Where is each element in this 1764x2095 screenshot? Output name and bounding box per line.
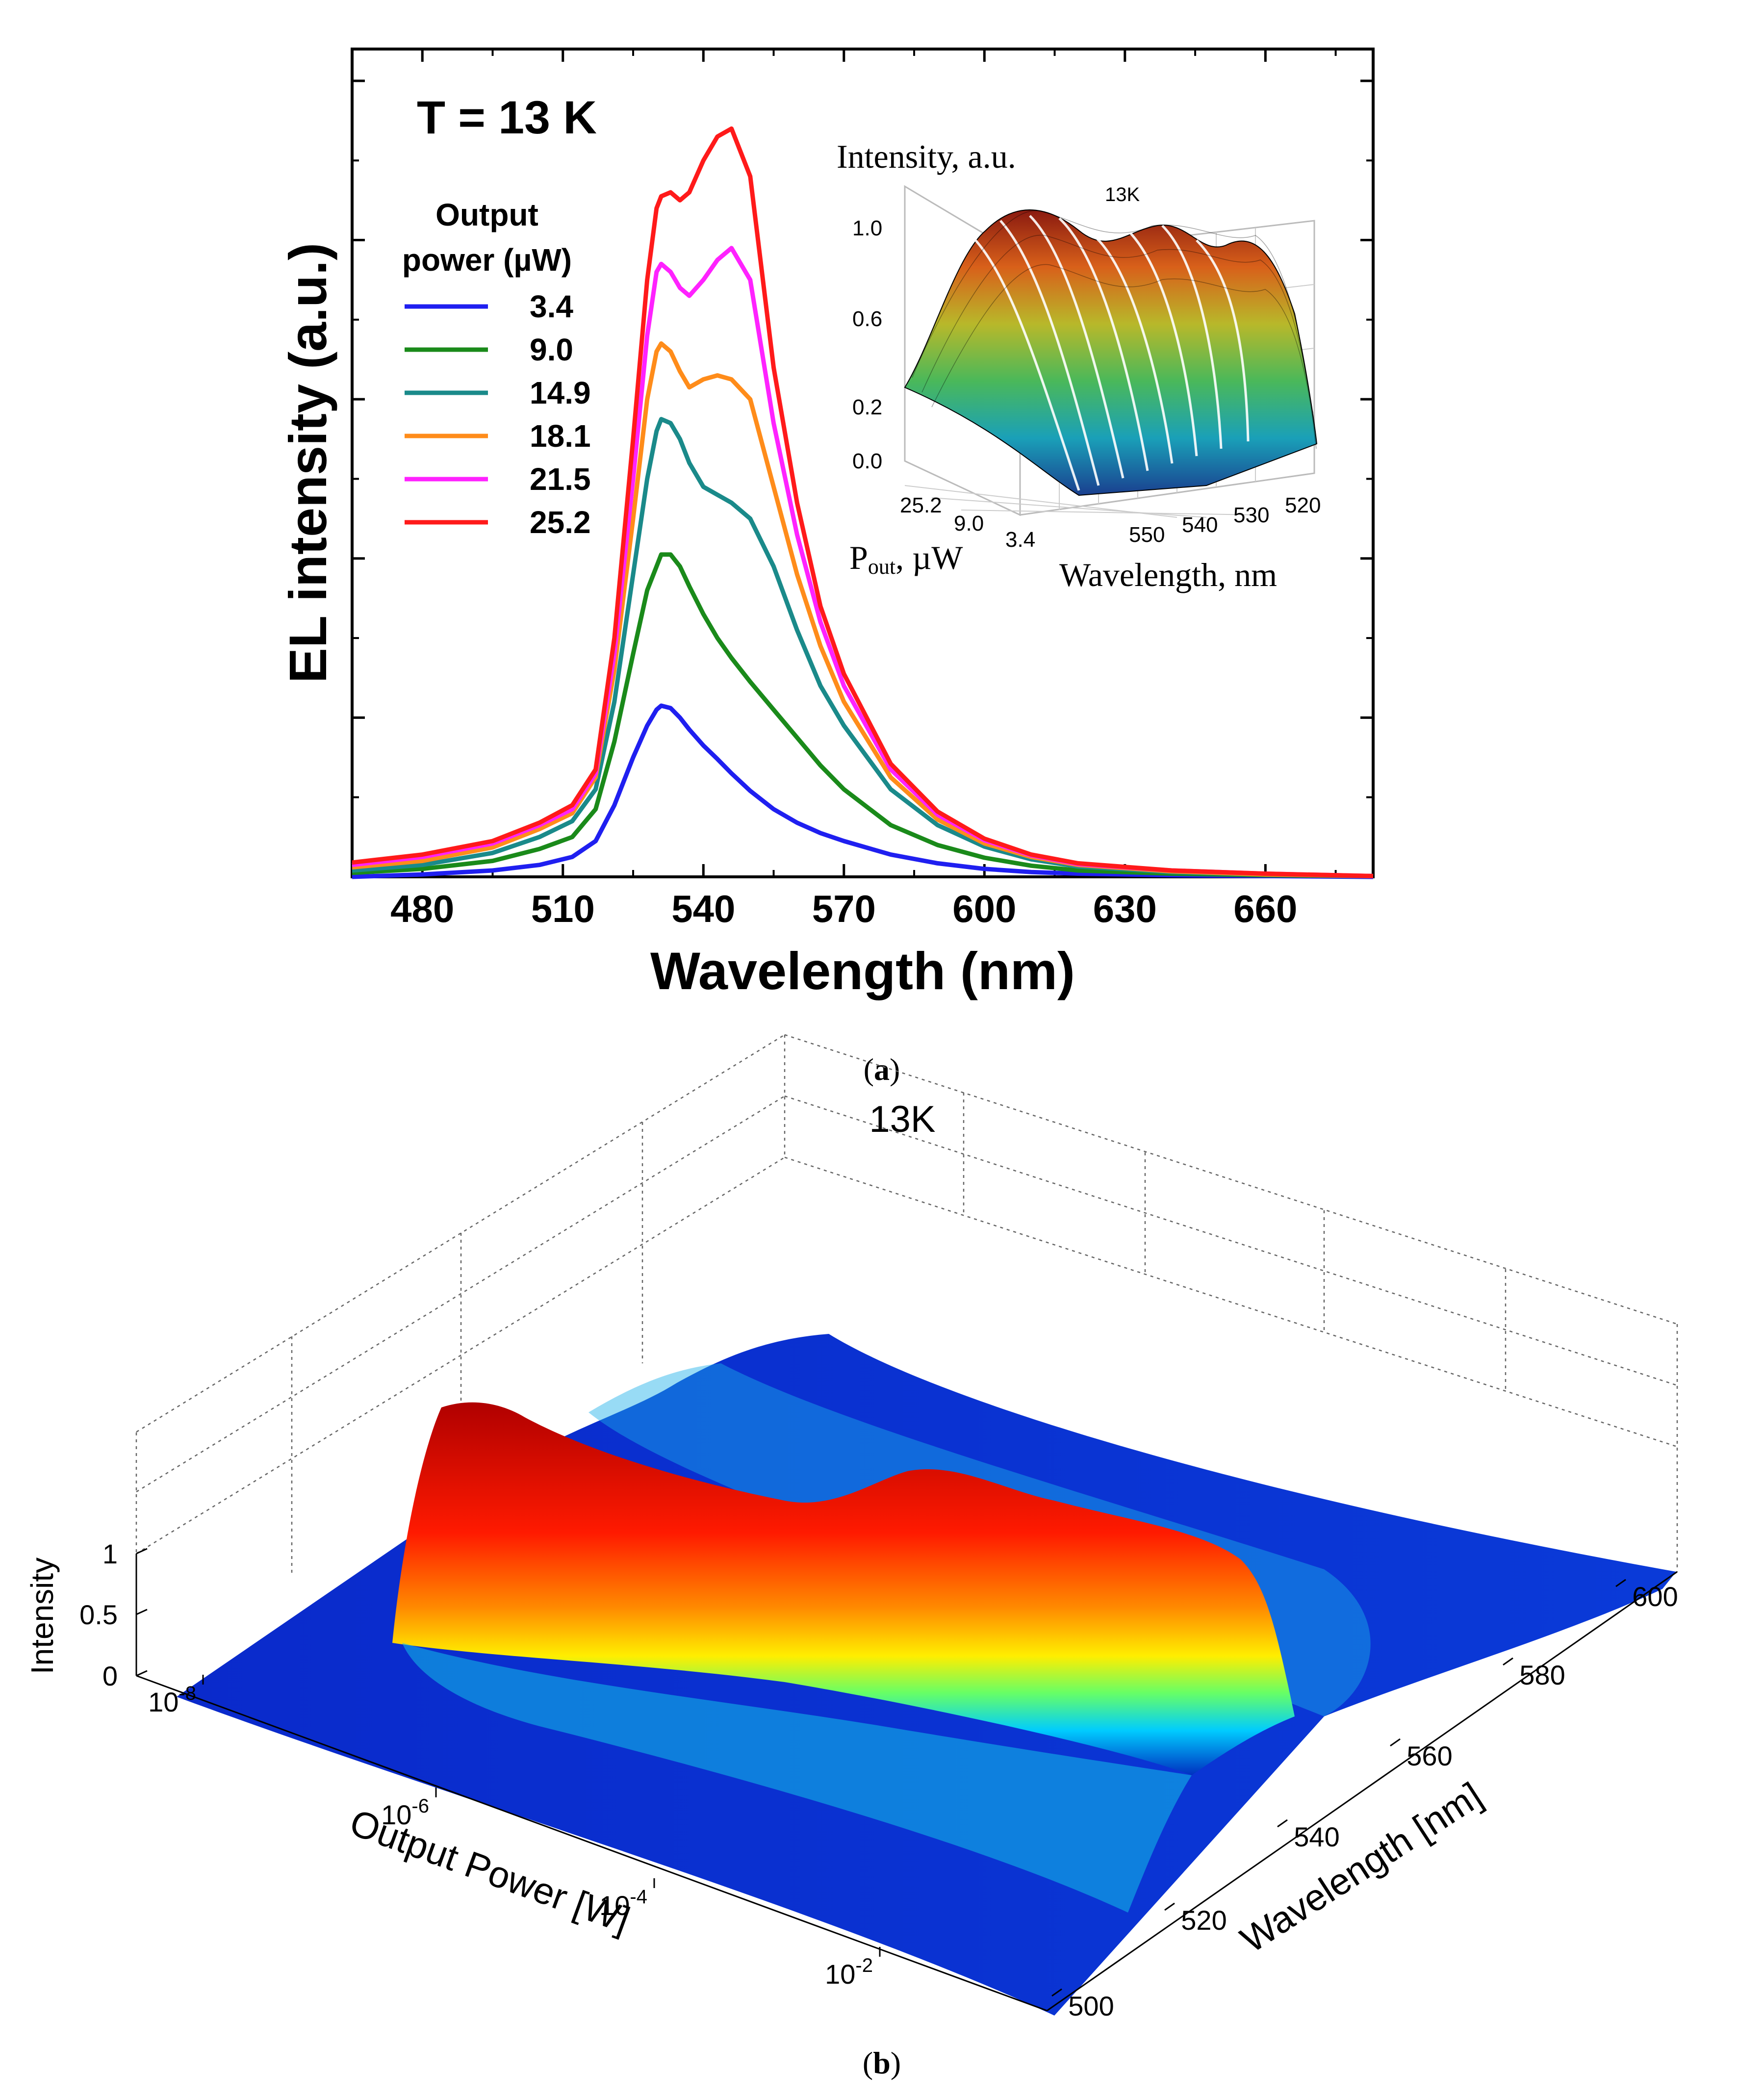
legend-title-line-2: power (µW) [402, 242, 572, 278]
panel-b-axes [135, 1554, 1678, 2012]
series-line-25.2 [352, 126, 1374, 878]
panel-b-z-ticks: 00.51 [79, 1538, 148, 1691]
panel-a-plot-frame [351, 48, 1375, 878]
z-tick-label: 1 [102, 1538, 118, 1569]
panel-a-series [352, 126, 1374, 879]
panel-b-lower-fringe [402, 1643, 1192, 1913]
inset-power-axis-unit: , µW [895, 539, 963, 576]
series-line-9.0 [352, 552, 1374, 878]
z-tick-label: 0.5 [79, 1599, 118, 1630]
inset-z-tick: 1.0 [852, 216, 882, 240]
panel-a-y-ticks [352, 79, 1373, 798]
panel-a-x-ticks: 480 510 540 570 600 630 660 [351, 49, 1337, 930]
panel-a-caption: (a) [864, 1052, 900, 1087]
legend-label-9.0: 9.0 [530, 332, 573, 367]
wavelength-tick-mark [1277, 1819, 1288, 1828]
panel-b-chart: 13K [25, 1034, 1678, 2021]
inset-power-axis-sub: out [868, 555, 895, 579]
legend-label-21.5: 21.5 [530, 461, 591, 497]
panel-a-y-axis-label: EL intensity (a.u.) [278, 243, 337, 683]
inset-wavelength-axis-label: Wavelength, nm [1059, 556, 1277, 593]
panel-b-wavelength-ticks: 500 520 540 560 580 600 [1051, 1579, 1678, 2021]
wavelength-tick-label: 500 [1068, 1991, 1114, 2021]
power-tick-label: 10-4 [599, 1886, 647, 1921]
wavelength-tick-label: 540 [1294, 1821, 1339, 1852]
wavelength-tick-mark [1390, 1738, 1401, 1747]
series-line-14.9 [352, 417, 1374, 878]
legend-label-14.9: 14.9 [530, 375, 591, 410]
inset-wavelength-tick: 540 [1182, 513, 1218, 537]
power-tick-label: 10-6 [381, 1795, 429, 1830]
wavelength-tick-mark [1615, 1579, 1626, 1587]
z-tick-mark [136, 1670, 148, 1677]
inset-power-tick: 25.2 [900, 493, 942, 517]
inset-power-axis-label: Pout, µW [849, 539, 963, 579]
panel-a-inset-surface: Intensity, a.u. 13K 1.0 0.6 0.2 0.0 25.2… [837, 138, 1321, 593]
panel-b-power-ticks: 10-8 10-6 10-4 10-2 [148, 1675, 881, 1990]
inset-z-tick: 0.2 [852, 395, 882, 419]
panel-b-caption: (b) [863, 2045, 901, 2080]
x-tick-label: 630 [1093, 887, 1157, 930]
inset-power-tick: 3.4 [1005, 528, 1035, 552]
panel-a-chart: 480 510 540 570 600 630 660 T = 13 K Output po… [278, 48, 1375, 1000]
wavelength-tick-label: 600 [1632, 1581, 1678, 1612]
x-tick-label: 660 [1233, 887, 1297, 930]
wavelength-tick-label: 520 [1181, 1905, 1227, 1936]
power-tick-label: 10-8 [148, 1683, 196, 1717]
legend-title-line-1: Output [435, 197, 538, 232]
inset-surface-lines [970, 215, 1250, 491]
panel-a-legend: 3.4 9.0 14.9 18.1 21.5 25.2 [405, 289, 591, 540]
legend-label-3.4: 3.4 [530, 289, 573, 324]
panel-a-x-axis-label: Wavelength (nm) [650, 941, 1075, 1000]
z-tick-label: 0 [102, 1661, 118, 1691]
inset-title: 13K [1105, 184, 1140, 205]
wavelength-tick-mark [1164, 1902, 1175, 1911]
legend-label-18.1: 18.1 [530, 418, 591, 454]
inset-z-axis-label: Intensity, a.u. [837, 138, 1016, 175]
inset-wavelength-tick: 520 [1285, 493, 1321, 517]
panel-b-title: 13K [869, 1099, 935, 1140]
z-tick-mark [136, 1609, 148, 1615]
inset-z-ticks: 1.0 0.6 0.2 0.0 [852, 216, 882, 473]
wavelength-tick-mark [1051, 1988, 1062, 1997]
x-tick-label: 510 [531, 887, 595, 930]
legend-label-25.2: 25.2 [530, 505, 591, 540]
z-tick-mark [136, 1548, 148, 1555]
panel-b-y-axis-label: Wavelength [nm] [1233, 1774, 1489, 1961]
wavelength-tick-mark [1503, 1657, 1513, 1666]
temperature-annotation: T = 13 K [417, 92, 597, 144]
x-tick-label: 570 [812, 887, 876, 930]
panel-b-z-axis-label: Intensity [25, 1558, 60, 1674]
inset-power-tick: 9.0 [954, 511, 984, 536]
wavelength-tick-label: 580 [1519, 1660, 1565, 1690]
x-tick-label: 480 [390, 887, 454, 930]
inset-z-tick: 0.6 [852, 307, 882, 331]
inset-wavelength-tick: 550 [1129, 523, 1165, 547]
inset-power-axis-main: P [849, 539, 868, 576]
x-tick-label: 540 [671, 887, 735, 930]
inset-wavelength-ticks: 550 540 530 520 [1129, 493, 1321, 547]
inset-power-ticks: 25.2 9.0 3.4 [900, 493, 1035, 552]
power-tick-label: 10-2 [825, 1955, 873, 1990]
series-line-3.4 [352, 703, 1374, 879]
inset-z-tick: 0.0 [852, 449, 882, 473]
inset-surface-body [904, 209, 1318, 496]
wavelength-tick-label: 560 [1406, 1740, 1452, 1771]
inset-wavelength-tick: 530 [1233, 503, 1269, 527]
panel-b-ridge-surface [392, 1402, 1295, 1775]
inset-surface-hatch [912, 210, 1317, 449]
x-tick-label: 600 [952, 887, 1016, 930]
